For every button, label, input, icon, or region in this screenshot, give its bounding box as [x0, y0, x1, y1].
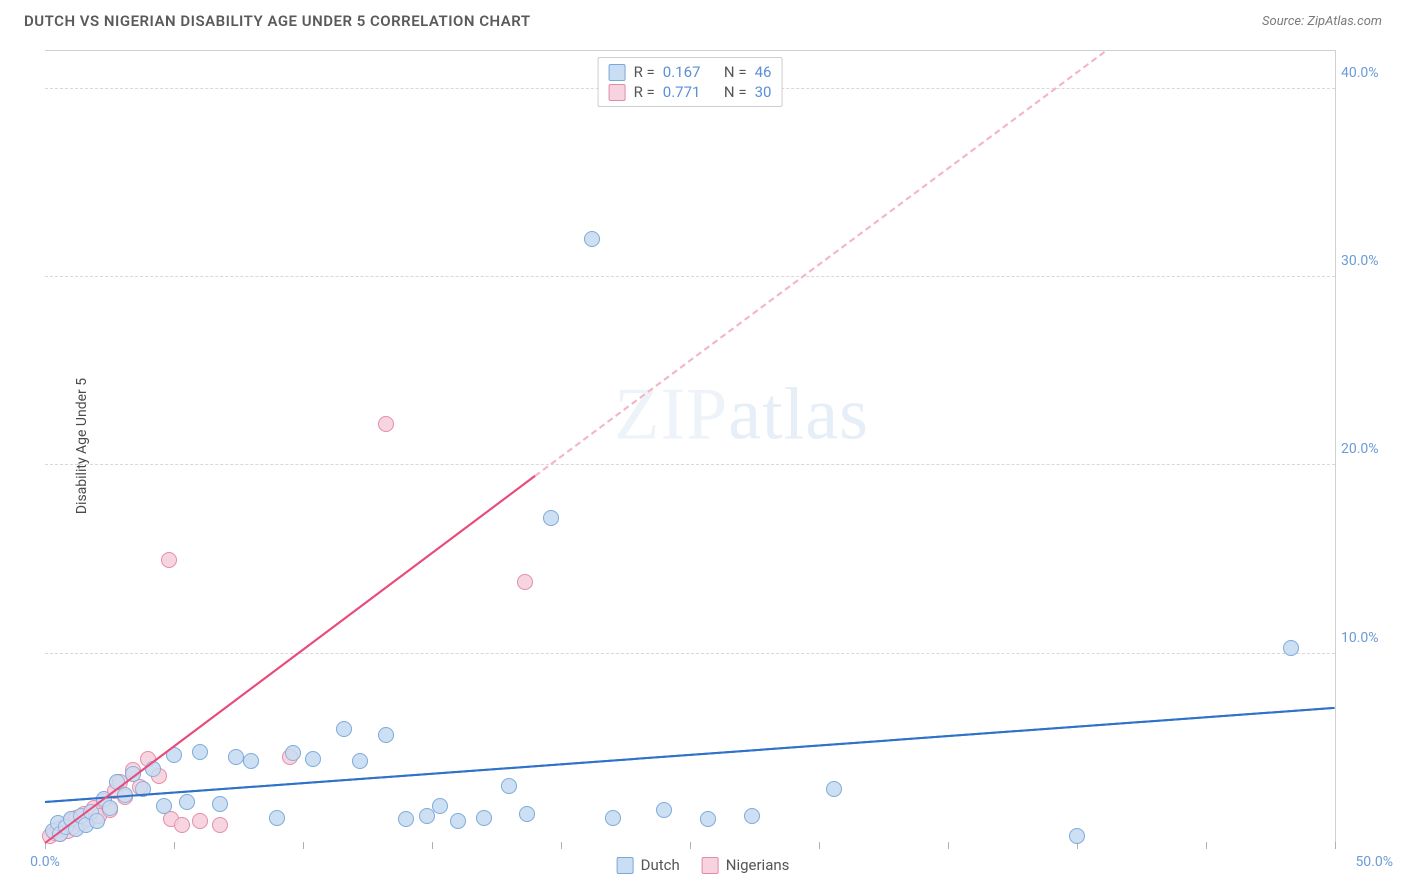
data-point-dutch	[584, 231, 600, 247]
r-value-dutch: 0.167	[663, 63, 701, 81]
data-point-dutch	[519, 806, 535, 822]
legend-label-nigerians: Nigerians	[726, 856, 790, 874]
xtick	[303, 842, 304, 849]
data-point-nigerians	[161, 552, 177, 568]
gridline	[45, 653, 1335, 654]
xtick	[432, 842, 433, 849]
xtick	[690, 842, 691, 849]
data-point-dutch	[826, 781, 842, 797]
data-point-dutch	[501, 778, 517, 794]
xtick	[1335, 842, 1336, 849]
r-value-nigerians: 0.771	[663, 83, 701, 101]
data-point-dutch	[432, 798, 448, 814]
data-point-dutch	[378, 727, 394, 743]
data-point-dutch	[352, 753, 368, 769]
data-point-dutch	[212, 796, 228, 812]
source-attribution: Source: ZipAtlas.com	[1262, 14, 1382, 29]
stats-row-dutch: R = 0.167 N = 46	[609, 62, 772, 82]
data-point-dutch	[336, 721, 352, 737]
data-point-dutch	[89, 813, 105, 829]
ytick-label: 20.0%	[1341, 441, 1393, 457]
legend-label-dutch: Dutch	[641, 856, 680, 874]
data-point-dutch	[269, 810, 285, 826]
xtick	[1206, 842, 1207, 849]
swatch-nigerians	[609, 84, 626, 101]
data-point-dutch	[228, 749, 244, 765]
chart-title: DUTCH VS NIGERIAN DISABILITY AGE UNDER 5…	[24, 12, 531, 30]
n-value-dutch: 46	[755, 63, 772, 81]
bottom-legend: Dutch Nigerians	[617, 856, 790, 874]
xtick	[174, 842, 175, 849]
data-point-dutch	[450, 813, 466, 829]
legend-item-nigerians: Nigerians	[702, 856, 790, 874]
data-point-dutch	[243, 753, 259, 769]
data-point-dutch	[543, 510, 559, 526]
trend-line	[44, 475, 535, 844]
gridline	[45, 464, 1335, 465]
data-point-nigerians	[174, 817, 190, 833]
data-point-nigerians	[192, 813, 208, 829]
chart-area: ZIPatlas 10.0%20.0%30.0%40.0%0.0%50.0% R…	[45, 50, 1336, 842]
stats-row-nigerians: R = 0.771 N = 30	[609, 82, 772, 102]
ytick-label: 40.0%	[1341, 65, 1393, 81]
data-point-nigerians	[378, 416, 394, 432]
data-point-dutch	[605, 810, 621, 826]
data-point-dutch	[700, 811, 716, 827]
legend-swatch-nigerians	[702, 857, 719, 874]
data-point-nigerians	[212, 817, 228, 833]
ytick-label: 30.0%	[1341, 253, 1393, 269]
data-point-dutch	[305, 751, 321, 767]
data-point-dutch	[656, 802, 672, 818]
legend-swatch-dutch	[617, 857, 634, 874]
legend-item-dutch: Dutch	[617, 856, 680, 874]
data-point-dutch	[285, 745, 301, 761]
data-point-dutch	[179, 794, 195, 810]
data-point-dutch	[1069, 828, 1085, 844]
xtick-label-right: 50.0%	[1355, 854, 1393, 870]
data-point-nigerians	[517, 574, 533, 590]
data-point-dutch	[476, 810, 492, 826]
data-point-dutch	[1283, 640, 1299, 656]
xtick	[819, 842, 820, 849]
gridline	[45, 276, 1335, 277]
xtick	[561, 842, 562, 849]
data-point-dutch	[192, 744, 208, 760]
data-point-dutch	[102, 800, 118, 816]
xtick-label-left: 0.0%	[30, 854, 60, 870]
xtick	[948, 842, 949, 849]
trend-line	[535, 51, 1105, 476]
data-point-dutch	[398, 811, 414, 827]
n-value-nigerians: 30	[755, 83, 772, 101]
data-point-dutch	[156, 798, 172, 814]
data-point-dutch	[744, 808, 760, 824]
stats-box: R = 0.167 N = 46 R = 0.771 N = 30	[598, 57, 783, 107]
ytick-label: 10.0%	[1341, 630, 1393, 646]
swatch-dutch	[609, 64, 626, 81]
plot-area: 10.0%20.0%30.0%40.0%0.0%50.0%	[45, 51, 1335, 842]
